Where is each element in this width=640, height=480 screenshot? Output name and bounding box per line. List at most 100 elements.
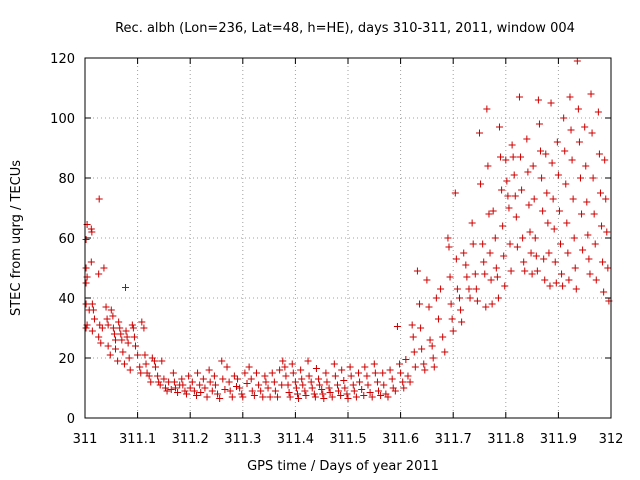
- data-point: [601, 156, 609, 164]
- data-point: [226, 387, 234, 395]
- y-tick-label: 60: [58, 232, 75, 247]
- data-point: [136, 363, 144, 371]
- data-point: [388, 375, 396, 383]
- data-point: [542, 150, 550, 158]
- data-point: [292, 384, 300, 392]
- data-point: [120, 360, 128, 368]
- data-point: [308, 384, 316, 392]
- data-point: [488, 300, 496, 308]
- data-point: [243, 380, 251, 387]
- x-tick-label: 311.8: [487, 432, 524, 447]
- data-point: [594, 108, 602, 116]
- data-point: [521, 267, 529, 275]
- data-point: [466, 294, 474, 302]
- x-tick-label: 311: [73, 432, 98, 447]
- data-point: [530, 195, 538, 203]
- y-tick-label: 100: [50, 112, 75, 127]
- y-tick-label: 120: [50, 52, 75, 67]
- data-point: [499, 222, 507, 230]
- data-point: [343, 390, 351, 398]
- data-point: [170, 378, 178, 386]
- data-point: [82, 264, 90, 272]
- data-point: [565, 276, 573, 284]
- data-point: [602, 195, 610, 203]
- data-point: [572, 285, 580, 293]
- data-point: [400, 384, 408, 392]
- data-point: [508, 141, 516, 149]
- data-point: [564, 249, 572, 257]
- data-point: [505, 204, 513, 212]
- data-point: [377, 392, 385, 399]
- data-point: [325, 384, 333, 392]
- data-point: [228, 393, 236, 401]
- data-point: [397, 369, 405, 377]
- data-point: [493, 273, 501, 281]
- data-point: [221, 386, 229, 393]
- data-point: [581, 123, 589, 131]
- x-tick-label: 311.2: [172, 432, 209, 447]
- data-point: [286, 393, 294, 401]
- data-point: [519, 234, 527, 242]
- data-point: [590, 210, 598, 218]
- data-point: [134, 351, 142, 359]
- data-point: [294, 390, 302, 398]
- data-point: [145, 372, 153, 380]
- data-point: [380, 381, 388, 389]
- data-point: [183, 390, 191, 398]
- data-point: [140, 324, 148, 332]
- data-point: [350, 387, 358, 395]
- data-point: [575, 138, 583, 146]
- data-point: [216, 395, 224, 402]
- data-point: [356, 378, 364, 386]
- data-point: [319, 390, 327, 398]
- data-point: [103, 315, 111, 323]
- data-point: [305, 372, 313, 380]
- data-point: [310, 390, 318, 398]
- data-point: [167, 386, 175, 393]
- data-point: [553, 138, 561, 146]
- data-point: [469, 240, 477, 248]
- data-point: [449, 327, 457, 335]
- data-point: [154, 372, 162, 380]
- data-point: [142, 360, 150, 368]
- data-point: [252, 369, 260, 377]
- data-point: [485, 210, 493, 218]
- data-point: [525, 201, 533, 209]
- data-point: [473, 297, 481, 305]
- data-point: [320, 395, 328, 402]
- data-point: [428, 342, 436, 350]
- data-point: [138, 318, 146, 326]
- data-point: [501, 282, 509, 290]
- data-point: [340, 377, 348, 384]
- data-point: [271, 387, 279, 395]
- data-point: [316, 381, 324, 389]
- data-point: [95, 270, 103, 278]
- data-point: [540, 255, 548, 263]
- data-point: [333, 381, 341, 389]
- data-point: [579, 246, 587, 254]
- data-point: [360, 392, 368, 399]
- data-point: [371, 369, 379, 377]
- data-point: [82, 236, 90, 243]
- data-point: [396, 360, 404, 368]
- data-point: [596, 189, 604, 197]
- data-point: [89, 306, 97, 314]
- data-point: [98, 324, 106, 332]
- data-point: [312, 365, 320, 372]
- data-point: [420, 360, 428, 368]
- data-point: [261, 372, 269, 380]
- data-point: [463, 273, 471, 281]
- data-point: [453, 285, 461, 293]
- data-point: [156, 381, 164, 389]
- data-point: [358, 386, 366, 393]
- data-point: [413, 267, 421, 275]
- data-point: [199, 375, 207, 383]
- data-point: [116, 324, 124, 332]
- data-point: [158, 357, 166, 365]
- y-tick-labels: 0 20 40 60 80 100 120: [50, 52, 75, 427]
- data-point: [330, 360, 338, 368]
- data-point: [155, 378, 163, 386]
- data-point: [592, 276, 600, 284]
- data-point: [114, 357, 122, 365]
- data-point: [104, 321, 112, 329]
